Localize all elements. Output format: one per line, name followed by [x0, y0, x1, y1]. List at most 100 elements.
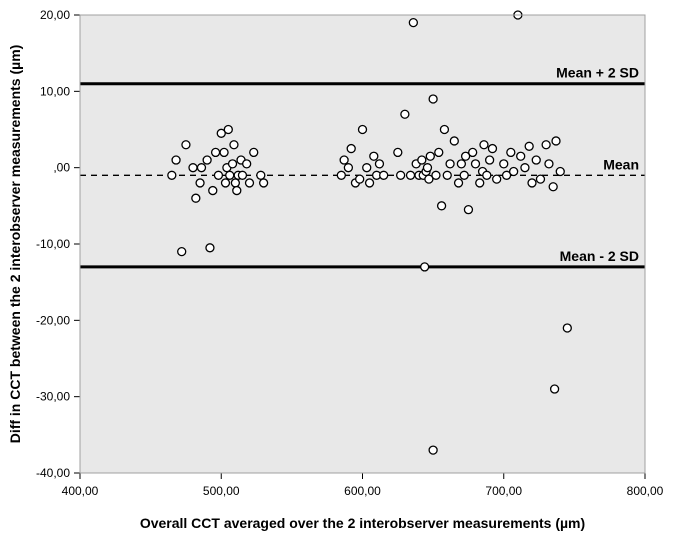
data-point [363, 164, 371, 172]
x-tick-label: 700,00 [485, 484, 522, 498]
data-point [545, 160, 553, 168]
data-point [549, 183, 557, 191]
data-point [432, 171, 440, 179]
data-point [486, 156, 494, 164]
data-point [563, 324, 571, 332]
data-point [344, 164, 352, 172]
data-point [347, 145, 355, 153]
data-point [426, 152, 434, 160]
data-point [440, 126, 448, 134]
data-point [203, 156, 211, 164]
data-point [500, 160, 508, 168]
y-tick-label: -30,00 [36, 390, 70, 404]
data-point [192, 194, 200, 202]
data-point [429, 95, 437, 103]
data-point [206, 244, 214, 252]
data-point [220, 148, 228, 156]
x-tick-label: 500,00 [203, 484, 240, 498]
bland-altman-chart: 400,00 500,00 600,00 700,00 800,00 -40,00 -30,… [0, 0, 675, 543]
y-tick-label: ,00 [53, 161, 70, 175]
reference-line-label: Mean - 2 SD [560, 248, 639, 264]
y-tick-label: -20,00 [36, 313, 70, 327]
data-point [421, 263, 429, 271]
data-point [423, 164, 431, 172]
data-point [375, 160, 383, 168]
data-point [464, 206, 472, 214]
data-point [214, 171, 222, 179]
data-point [552, 137, 560, 145]
data-point [418, 156, 426, 164]
data-point [542, 141, 550, 149]
data-point [182, 141, 190, 149]
data-point [532, 156, 540, 164]
x-axis-label: Overall CCT averaged over the 2 interobs… [140, 515, 585, 531]
data-point [525, 142, 533, 150]
data-point [455, 179, 463, 187]
data-point [446, 160, 454, 168]
data-point [488, 145, 496, 153]
data-point [443, 171, 451, 179]
data-point [507, 148, 515, 156]
data-point [250, 148, 258, 156]
data-point [435, 148, 443, 156]
data-point [226, 171, 234, 179]
data-point [536, 175, 544, 183]
data-point [551, 385, 559, 393]
data-point [457, 160, 465, 168]
data-point [480, 141, 488, 149]
data-point [450, 137, 458, 145]
data-point [438, 202, 446, 210]
data-point [476, 179, 484, 187]
data-point [528, 179, 536, 187]
data-point [521, 164, 529, 172]
data-point [359, 126, 367, 134]
x-tick-label: 800,00 [627, 484, 664, 498]
data-point [469, 148, 477, 156]
data-point [409, 19, 417, 27]
data-point [221, 179, 229, 187]
data-point [189, 164, 197, 172]
data-point [231, 179, 239, 187]
data-point [429, 446, 437, 454]
data-point [178, 248, 186, 256]
x-tick-label: 400,00 [62, 484, 99, 498]
data-point [483, 171, 491, 179]
data-point [238, 171, 246, 179]
y-tick-label: 10,00 [40, 84, 70, 98]
data-point [209, 187, 217, 195]
y-tick-label: -10,00 [36, 237, 70, 251]
x-tick-label: 600,00 [344, 484, 381, 498]
data-point [356, 175, 364, 183]
y-axis-label: Diff in CCT between the 2 interobserver … [7, 45, 23, 444]
data-point [233, 187, 241, 195]
data-point [493, 175, 501, 183]
data-point [260, 179, 268, 187]
reference-line-label: Mean + 2 SD [556, 65, 639, 81]
y-tick-label: -40,00 [36, 466, 70, 480]
data-point [337, 171, 345, 179]
data-point [397, 171, 405, 179]
data-point [472, 160, 480, 168]
data-point [243, 160, 251, 168]
data-point [229, 160, 237, 168]
data-point [380, 171, 388, 179]
data-point [340, 156, 348, 164]
data-point [401, 110, 409, 118]
data-point [257, 171, 265, 179]
data-point [556, 167, 564, 175]
data-point [366, 179, 374, 187]
y-tick-label: 20,00 [40, 8, 70, 22]
data-point [212, 148, 220, 156]
data-point [370, 152, 378, 160]
data-point [510, 167, 518, 175]
data-point [394, 148, 402, 156]
data-point [517, 152, 525, 160]
data-point [230, 141, 238, 149]
data-point [407, 171, 415, 179]
data-point [172, 156, 180, 164]
data-point [196, 179, 204, 187]
data-point [168, 171, 176, 179]
data-point [246, 179, 254, 187]
data-point [224, 126, 232, 134]
data-point [197, 164, 205, 172]
